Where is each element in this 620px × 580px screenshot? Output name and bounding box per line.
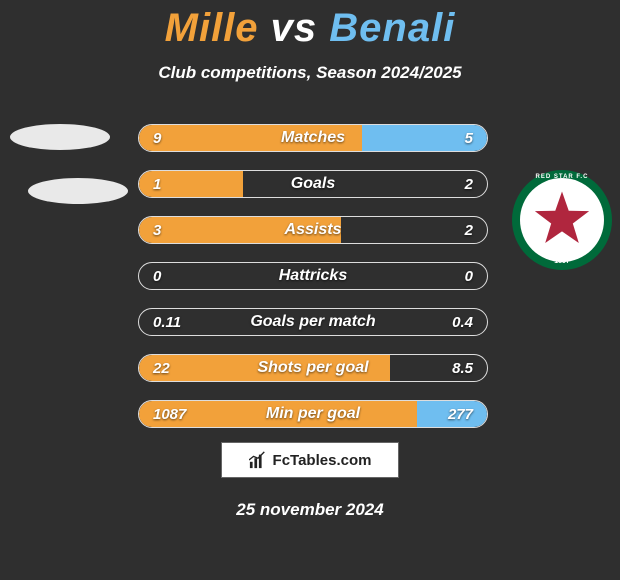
comparison-bars: 95Matches 12Goals 32Assists 00Hattricks 0.11… [138, 124, 488, 446]
stat-label: Goals [139, 171, 487, 197]
stat-row-goals: 12Goals [138, 170, 488, 198]
stat-row-assists: 32Assists [138, 216, 488, 244]
branding-label: FcTables.com [273, 452, 372, 469]
stat-label: Matches [139, 125, 487, 151]
stat-row-goals-per-match: 0.110.4Goals per match [138, 308, 488, 336]
stat-label: Shots per goal [139, 355, 487, 381]
title-vs: vs [271, 6, 318, 50]
comparison-subtitle: Club competitions, Season 2024/2025 [0, 63, 620, 83]
comparison-title: Mille vs Benali [0, 0, 620, 51]
stat-label: Assists [139, 217, 487, 243]
branding-badge[interactable]: FcTables.com [221, 442, 399, 478]
right-team-crest: RED STAR F.C 1897 [512, 170, 612, 270]
stat-row-min-per-goal: 1087277Min per goal [138, 400, 488, 428]
stat-row-hattricks: 00Hattricks [138, 262, 488, 290]
stat-row-shots-per-goal: 228.5Shots per goal [138, 354, 488, 382]
crest-year: 1897 [512, 258, 612, 265]
stat-label: Min per goal [139, 401, 487, 427]
title-left-name: Mille [165, 6, 259, 50]
title-right-name: Benali [329, 6, 455, 50]
stat-row-matches: 95Matches [138, 124, 488, 152]
stat-label: Hattricks [139, 263, 487, 289]
left-team-marker-1 [10, 124, 110, 150]
stat-label: Goals per match [139, 309, 487, 335]
left-team-marker-2 [28, 178, 128, 204]
chart-icon [249, 451, 267, 469]
comparison-date: 25 november 2024 [0, 500, 620, 520]
star-icon [528, 186, 596, 254]
